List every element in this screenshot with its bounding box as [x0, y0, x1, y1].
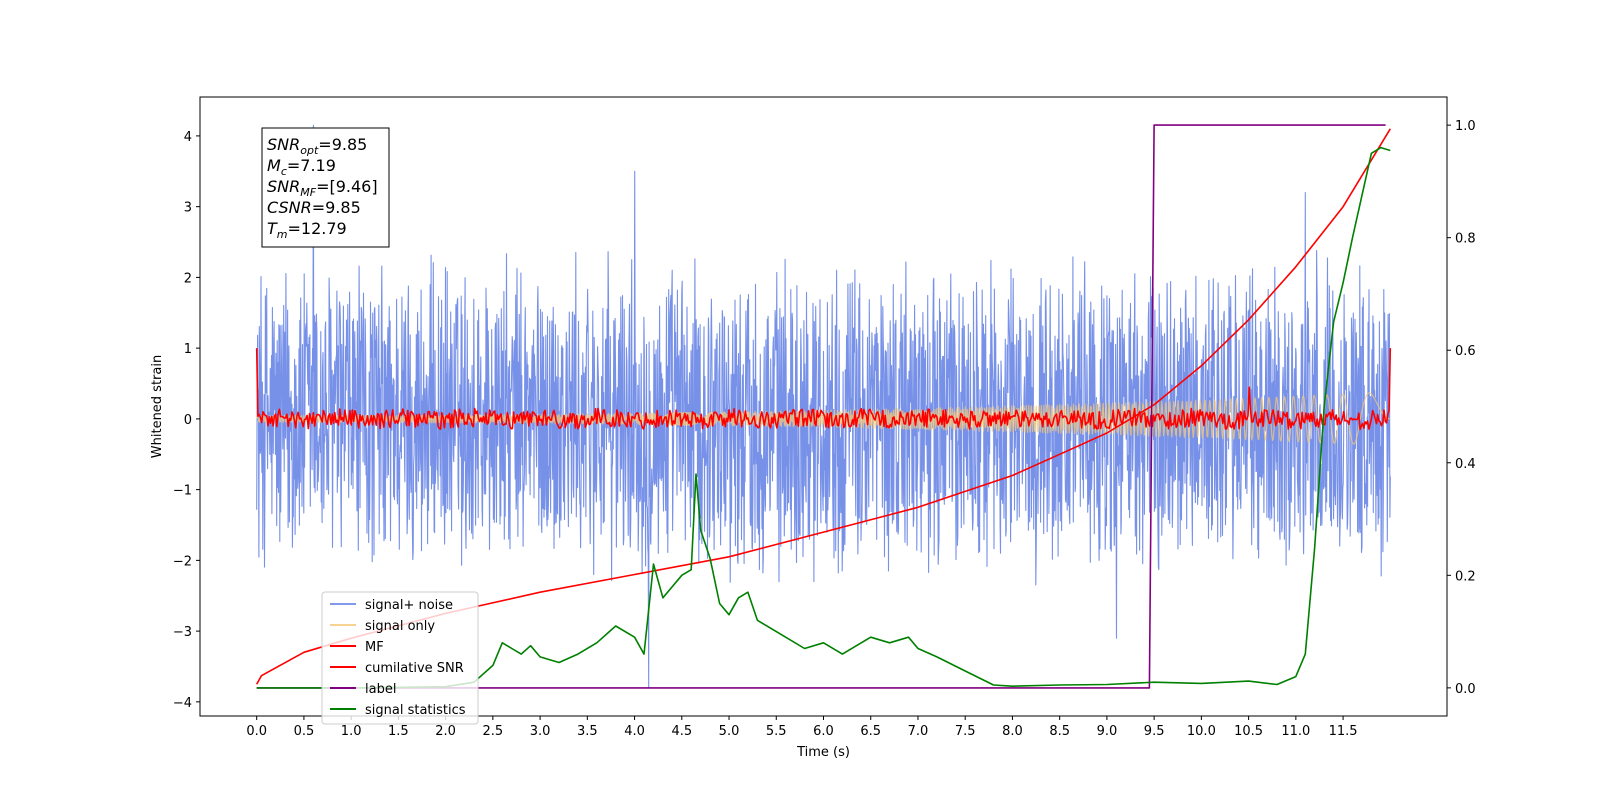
y-tick-label: 3	[184, 201, 192, 216]
y2-tick-label: 0.8	[1455, 232, 1476, 247]
y-tick-label: −4	[173, 696, 192, 711]
info-line: Tm=12.79	[267, 219, 347, 241]
legend: signal+ noise signal only MF cumilative SNR…	[321, 591, 479, 725]
y2-tick-label: 0.4	[1455, 457, 1476, 472]
series-mf	[255, 348, 1392, 431]
y-tick-label: −1	[173, 484, 192, 499]
y-axis-right: 1.0 0.8 0.6 0.4 0.2 0.0	[1447, 119, 1476, 697]
info-line: SNRMF=[9.46]	[267, 177, 378, 199]
x-tick-label: 10.5	[1234, 724, 1263, 739]
x-tick-label: 9.0	[1097, 724, 1118, 739]
x-tick-label: 7.0	[908, 724, 929, 739]
info-box-frame	[261, 127, 390, 248]
legend-frame	[321, 591, 479, 725]
y2-tick-label: 0.0	[1455, 682, 1476, 697]
y2-tick-label: 0.2	[1455, 569, 1476, 584]
legend-label: MF	[365, 640, 384, 655]
y2-tick-label: 0.6	[1455, 344, 1476, 359]
x-tick-label: 5.0	[719, 724, 740, 739]
x-tick-label: 8.5	[1049, 724, 1070, 739]
x-tick-label: 1.0	[341, 724, 362, 739]
y-tick-label: 1	[184, 342, 192, 357]
info-line: CSNR=9.85	[267, 198, 361, 217]
series-label	[256, 124, 1386, 689]
series-signal-noise	[256, 124, 1391, 689]
legend-label: cumilative SNR	[365, 661, 464, 676]
y-tick-label: −2	[173, 554, 192, 569]
x-tick-label: 11.5	[1329, 724, 1358, 739]
info-line: SNRopt=9.85	[267, 135, 367, 157]
info-line: Mc=7.19	[267, 156, 336, 178]
x-tick-label: 5.5	[766, 724, 787, 739]
x-tick-label: 4.0	[624, 724, 645, 739]
legend-label: label	[365, 682, 396, 697]
series-signal-statistics	[256, 146, 1391, 689]
y-tick-label: 2	[184, 271, 192, 286]
x-tick-label: 11.0	[1281, 724, 1310, 739]
x-tick-label: 0.0	[246, 724, 267, 739]
x-tick-label: 6.0	[813, 724, 834, 739]
x-tick-label: 6.5	[860, 724, 881, 739]
y-tick-label: 0	[184, 413, 192, 428]
x-tick-label: 2.5	[483, 724, 504, 739]
x-tick-label: 3.5	[577, 724, 598, 739]
y2-tick-label: 1.0	[1455, 119, 1476, 134]
y-axis-left: 4 3 2 1 0 −1 −2 −3 −4	[173, 130, 200, 711]
x-axis-title: Time (s)	[796, 745, 850, 760]
x-tick-label: 8.0	[1002, 724, 1023, 739]
x-tick-label: 0.5	[294, 724, 315, 739]
x-tick-label: 9.5	[1144, 724, 1165, 739]
x-tick-label: 1.5	[388, 724, 409, 739]
x-axis: 0.0 0.5 1.0 1.5 2.0 2.5 3.0 3.5 4.0 4.5 5.0 5.5 6.0 6…	[246, 716, 1358, 739]
x-tick-label: 4.5	[671, 724, 692, 739]
legend-label: signal+ noise	[365, 598, 453, 613]
x-tick-label: 3.0	[530, 724, 551, 739]
y-axis-title: Whitened strain	[150, 355, 165, 458]
x-tick-label: 2.0	[435, 724, 456, 739]
y-tick-label: −3	[173, 625, 192, 640]
x-tick-label: 7.5	[955, 724, 976, 739]
x-tick-label: 10.0	[1187, 724, 1216, 739]
legend-label: signal statistics	[365, 703, 466, 718]
legend-label: signal only	[365, 619, 435, 634]
y-tick-label: 4	[184, 130, 192, 145]
